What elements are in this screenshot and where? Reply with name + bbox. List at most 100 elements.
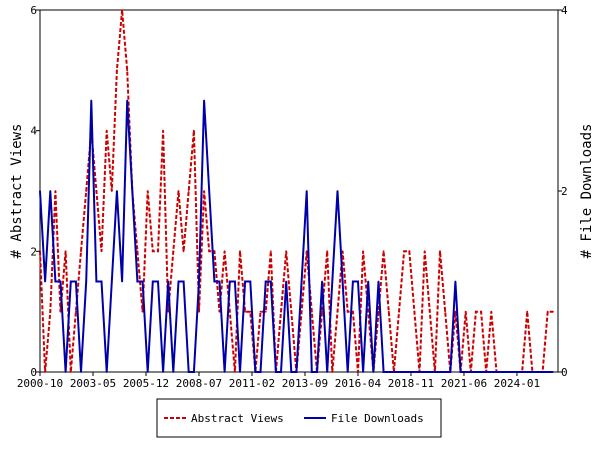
- data-point-file-downloads: [126, 99, 129, 102]
- data-point-file-downloads: [259, 371, 262, 373]
- data-point-file-downloads: [177, 280, 180, 283]
- x-tick-label: 2000-10: [17, 377, 63, 390]
- data-point-abstract-views: [234, 371, 236, 373]
- data-point-file-downloads: [346, 371, 349, 373]
- data-point-abstract-views: [100, 250, 103, 253]
- axes-layer: 2000-10 2003-05 2005-12 2008-07 2011-02 2013-…: [17, 4, 568, 390]
- data-point-abstract-views: [423, 250, 426, 253]
- data-point-file-downloads: [403, 371, 405, 373]
- data-point-abstract-views: [280, 310, 282, 313]
- data-point-file-downloads: [249, 280, 252, 283]
- data-point-file-downloads: [464, 371, 467, 373]
- data-point-file-downloads: [393, 371, 395, 373]
- data-point-file-downloads: [449, 371, 452, 373]
- data-point-file-downloads: [490, 371, 493, 373]
- data-point-file-downloads: [310, 371, 313, 373]
- data-point-abstract-views: [285, 250, 288, 253]
- data-point-file-downloads: [454, 280, 457, 283]
- data-point-file-downloads: [136, 280, 139, 283]
- data-point-file-downloads: [44, 280, 46, 283]
- data-point-file-downloads: [475, 371, 477, 373]
- data-point-abstract-views: [136, 250, 139, 253]
- data-point-abstract-views: [162, 129, 165, 132]
- legend-label-abstract-views: Abstract Views: [191, 412, 284, 425]
- data-point-file-downloads: [536, 371, 539, 373]
- data-point-abstract-views: [464, 310, 467, 313]
- data-point-file-downloads: [387, 371, 390, 373]
- data-point-abstract-views: [157, 250, 159, 253]
- y-left-tick-label: 2: [30, 245, 37, 258]
- x-tick-label: 2024-01: [494, 377, 540, 390]
- data-point-abstract-views: [151, 250, 154, 253]
- data-point-file-downloads: [110, 280, 113, 283]
- data-point-file-downloads: [459, 371, 462, 373]
- data-point-file-downloads: [182, 280, 185, 283]
- data-point-abstract-views: [480, 310, 482, 313]
- data-point-abstract-views: [172, 250, 175, 253]
- y-axis-left-title: # Abstract Views: [9, 124, 25, 259]
- data-point-file-downloads: [203, 99, 206, 102]
- data-point-abstract-views: [475, 310, 477, 313]
- data-point-file-downloads: [469, 371, 472, 373]
- data-point-file-downloads: [326, 371, 329, 373]
- x-tick-label: 2021-06: [441, 377, 487, 390]
- y-right-tick-label: 2: [561, 185, 568, 198]
- data-point-abstract-views: [228, 310, 231, 313]
- data-point-file-downloads: [521, 371, 523, 373]
- data-point-abstract-views: [290, 310, 293, 313]
- x-tick-label: 2011-02: [229, 377, 275, 390]
- data-point-file-downloads: [480, 371, 482, 373]
- y-right-tick-label: 0: [561, 366, 568, 379]
- y-left-tick-label: 4: [30, 125, 37, 138]
- data-point-file-downloads: [336, 190, 339, 192]
- data-point-abstract-views: [182, 250, 185, 253]
- data-point-file-downloads: [546, 371, 549, 373]
- data-point-file-downloads: [413, 371, 416, 373]
- data-point-abstract-views: [264, 310, 267, 313]
- data-point-file-downloads: [162, 371, 165, 373]
- data-point-abstract-views: [300, 310, 303, 313]
- data-point-abstract-views: [346, 310, 349, 313]
- data-point-abstract-views: [336, 310, 339, 313]
- data-point-abstract-views: [321, 310, 323, 313]
- data-point-abstract-views: [213, 250, 216, 253]
- data-point-file-downloads: [59, 280, 62, 283]
- data-point-abstract-views: [75, 310, 77, 313]
- data-point-abstract-views: [259, 310, 262, 313]
- data-point-abstract-views: [352, 310, 354, 313]
- data-point-file-downloads: [269, 280, 272, 283]
- data-point-abstract-views: [198, 310, 200, 313]
- data-point-file-downloads: [85, 280, 88, 283]
- data-point-file-downloads: [95, 280, 98, 283]
- data-point-file-downloads: [234, 280, 236, 283]
- data-point-abstract-views: [110, 190, 113, 192]
- data-point-abstract-views: [326, 250, 329, 253]
- data-point-file-downloads: [280, 371, 282, 373]
- data-point-abstract-views: [444, 310, 447, 313]
- series-layer: [39, 9, 554, 373]
- data-point-file-downloads: [408, 371, 411, 373]
- data-point-abstract-views: [64, 250, 67, 253]
- data-point-abstract-views: [141, 310, 144, 313]
- data-point-abstract-views: [121, 9, 123, 11]
- data-point-file-downloads: [500, 371, 503, 373]
- data-point-file-downloads: [352, 280, 354, 283]
- data-point-file-downloads: [49, 190, 52, 192]
- data-point-file-downloads: [362, 371, 364, 373]
- x-tick-label: 2013-09: [282, 377, 328, 390]
- data-point-file-downloads: [54, 280, 57, 283]
- data-point-abstract-views: [546, 310, 549, 313]
- x-tick-label: 2018-11: [388, 377, 434, 390]
- data-point-file-downloads: [341, 280, 344, 283]
- data-point-abstract-views: [203, 190, 206, 192]
- data-point-file-downloads: [321, 280, 323, 283]
- legend-box: [156, 398, 442, 438]
- data-point-abstract-views: [193, 129, 195, 132]
- data-point-abstract-views: [428, 310, 431, 313]
- x-tick-label: 2005-12: [123, 377, 169, 390]
- data-point-file-downloads: [290, 371, 293, 373]
- legend: Abstract Views File Downloads: [156, 398, 442, 438]
- y-axis-right-title: # File Downloads: [579, 124, 595, 259]
- data-point-abstract-views: [377, 310, 380, 313]
